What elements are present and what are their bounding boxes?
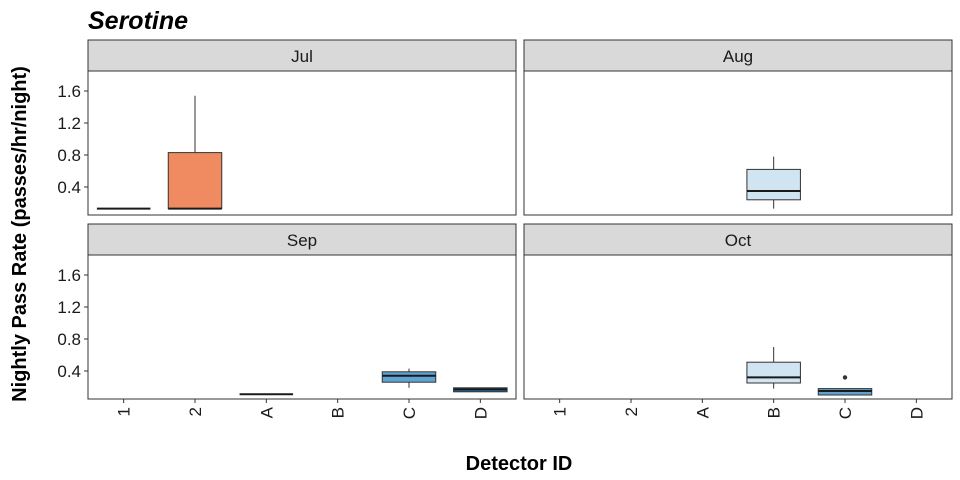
box-body (746, 361, 801, 384)
box-aug-b (746, 156, 801, 209)
box-body (167, 152, 223, 210)
chart-title: Serotine (88, 7, 188, 35)
box-sep-d (453, 387, 508, 393)
facet-strip-label: Oct (725, 231, 752, 250)
y-tick-label: 0.8 (57, 146, 81, 165)
x-tick-label: C (836, 407, 855, 419)
facet-panel-aug: Aug (523, 39, 953, 216)
x-tick-label: D (471, 407, 490, 419)
panel-border (87, 254, 517, 400)
facet-panel-oct: Oct 1 2 A B C D (523, 223, 953, 419)
panel-border (523, 70, 953, 216)
x-tick-label: A (257, 406, 276, 418)
panel-border (523, 254, 953, 400)
box-oct-c (817, 375, 873, 396)
y-tick-label: 1.6 (57, 266, 81, 285)
x-tick-label: 1 (551, 407, 570, 416)
facet-strip-label: Sep (287, 231, 317, 250)
y-tick-label: 1.2 (57, 114, 81, 133)
facet-strip (523, 39, 953, 72)
x-tick-label: 1 (115, 407, 134, 416)
x-axis-title: Detector ID (466, 453, 573, 475)
panel-border (87, 70, 517, 216)
facet-panel-sep: Sep 0.4 0.8 1.2 1.6 1 2 A B C D (57, 223, 517, 419)
box-sep-c (381, 368, 437, 388)
y-tick-label: 0.4 (57, 178, 81, 197)
y-tick-label: 1.6 (57, 82, 81, 101)
box-body (746, 168, 801, 201)
x-tick-label: D (907, 407, 926, 419)
x-tick-label: 2 (622, 407, 641, 416)
facet-panel-jul: Jul 0.4 0.8 1.2 1.6 (57, 39, 517, 216)
x-tick-label: B (765, 407, 784, 418)
x-tick-label: B (329, 407, 348, 418)
y-tick-label: 0.8 (57, 330, 81, 349)
x-tick-label: 2 (186, 407, 205, 416)
y-tick-label: 1.2 (57, 298, 81, 317)
x-tick-label: C (400, 407, 419, 419)
box-jul-2 (167, 95, 223, 210)
facet-strip (87, 39, 517, 72)
facet-strip (523, 223, 953, 256)
outlier-point (842, 375, 848, 380)
facet-strip-label: Aug (723, 47, 753, 66)
box-body (381, 371, 437, 383)
y-tick-label: 0.4 (57, 362, 81, 381)
y-axis-title: Nightly Pass Rate (passes/hr/night) (9, 66, 31, 402)
box-oct-b (746, 347, 801, 389)
facet-strip-label: Jul (291, 47, 313, 66)
x-tick-label: A (693, 406, 712, 418)
